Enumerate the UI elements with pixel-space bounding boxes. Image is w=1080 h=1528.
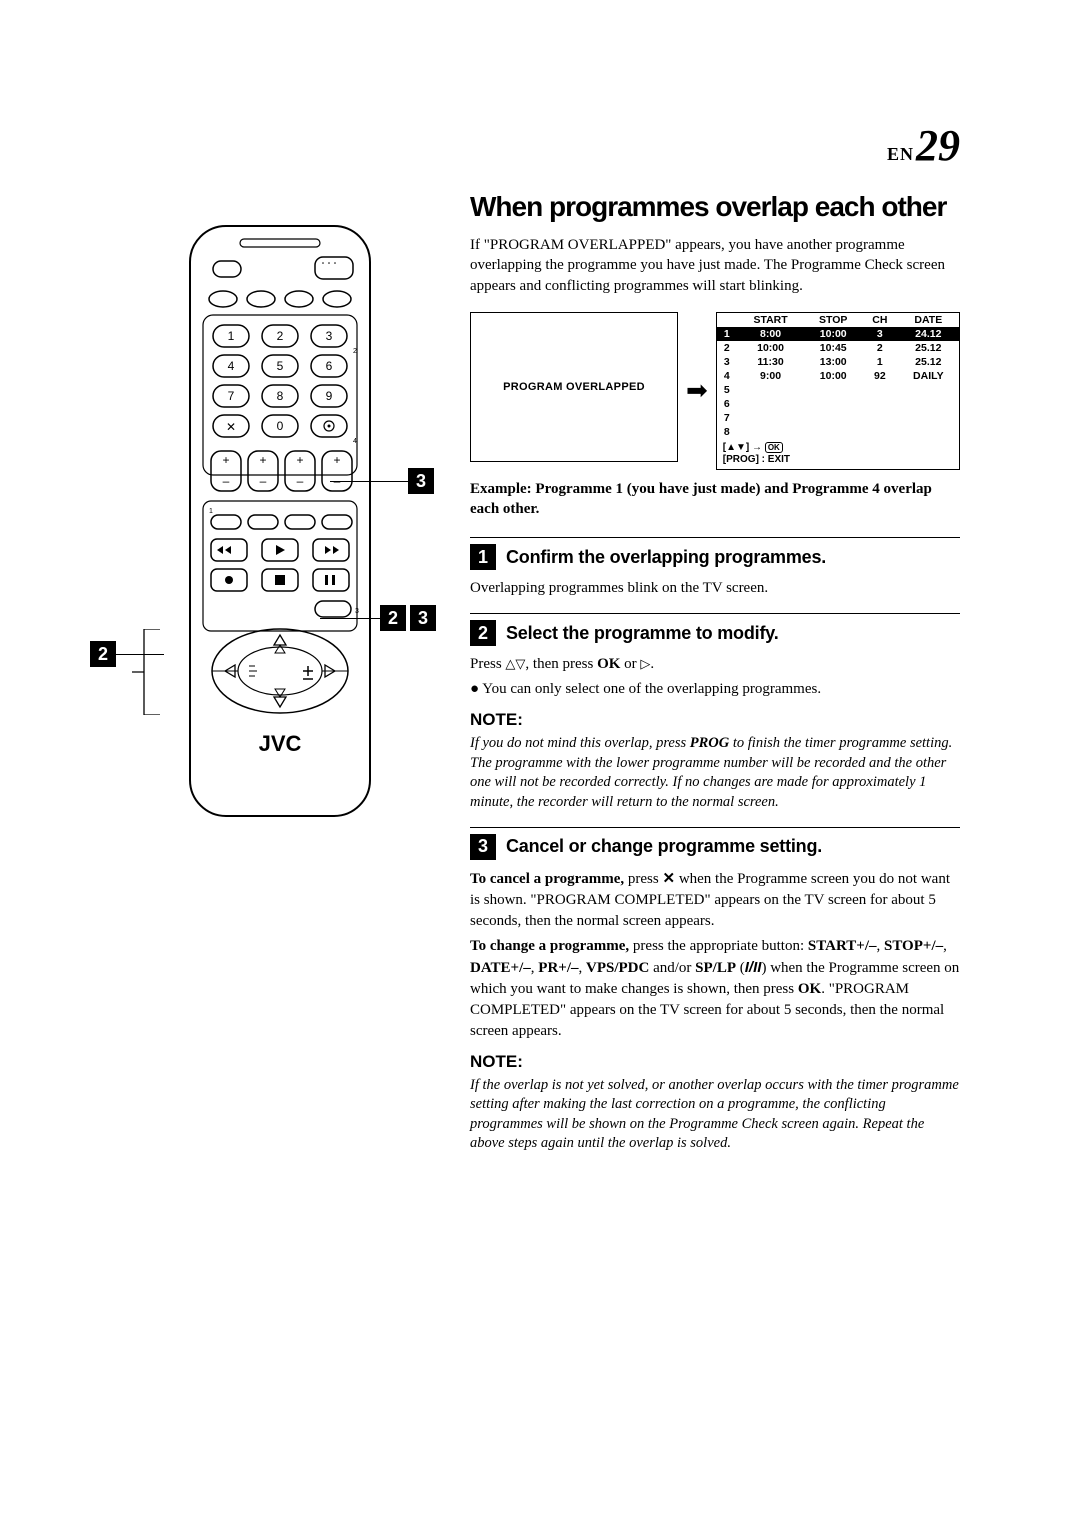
step-3: 3 Cancel or change programme setting. To… xyxy=(470,827,960,1042)
osd-row: 7 xyxy=(717,411,959,425)
osd-row: 311:3013:00125.12 xyxy=(717,355,959,369)
osd-row: 210:0010:45225.12 xyxy=(717,341,959,355)
section-title: When programmes overlap each other xyxy=(470,191,960,223)
step-2-num: 2 xyxy=(470,620,496,646)
step-1-num: 1 xyxy=(470,544,496,570)
osd-row: 18:0010:00324.12 xyxy=(717,327,959,341)
osd-left-screen: PROGRAM OVERLAPPED xyxy=(470,312,678,462)
note-1: NOTE: If you do not mind this overlap, p… xyxy=(470,710,960,812)
svg-text:8: 8 xyxy=(277,389,284,403)
example-caption: Example: Programme 1 (you have just made… xyxy=(470,480,960,519)
osd-h2: STOP xyxy=(804,313,862,327)
page-lang: EN xyxy=(887,144,914,164)
osd-h1: START xyxy=(737,313,805,327)
svg-text:4: 4 xyxy=(353,438,357,445)
remote-illustration: 1 2 3 4 5 6 7 8 9 ✕ 0 xyxy=(120,221,440,821)
osd-header-row: START STOP CH DATE xyxy=(717,313,959,327)
osd-row: 5 xyxy=(717,383,959,397)
remote-callout-2: 2 3 xyxy=(320,605,436,631)
note-2-head: NOTE: xyxy=(470,1052,960,1072)
osd-row: 49:0010:0092DAILY xyxy=(717,369,959,383)
triangle-up-icon: △ xyxy=(505,657,515,670)
svg-text:5: 5 xyxy=(277,359,284,373)
splp-icon: I/II xyxy=(745,959,762,976)
osd-h3: CH xyxy=(862,313,898,327)
page-num: 29 xyxy=(916,121,960,170)
osd-h0 xyxy=(717,313,737,327)
svg-text:2: 2 xyxy=(353,348,357,355)
callout-box-3b: 3 xyxy=(410,605,436,631)
remote-callout-1: 3 xyxy=(330,468,434,494)
svg-text:+: + xyxy=(222,453,229,467)
svg-text:9: 9 xyxy=(326,389,333,403)
step-3-body: To cancel a programme, press ✕ when the … xyxy=(470,868,960,1042)
step-2-bullet: ● You can only select one of the overlap… xyxy=(470,679,960,700)
svg-text:–: – xyxy=(297,474,304,488)
svg-text:–: – xyxy=(260,474,267,488)
step-1-rule xyxy=(470,537,960,538)
note-2: NOTE: If the overlap is not yet solved, … xyxy=(470,1052,960,1154)
osd-right-screen: START STOP CH DATE 18:0010:00324.12210:0… xyxy=(716,312,960,471)
callout-box-3a: 3 xyxy=(408,468,434,494)
note-1-body: If you do not mind this overlap, press P… xyxy=(470,734,960,812)
svg-text:✕: ✕ xyxy=(226,420,236,434)
svg-text:JVC: JVC xyxy=(259,731,302,756)
callout-box-2b: 2 xyxy=(90,641,116,667)
svg-text:1: 1 xyxy=(228,329,235,343)
osd-row: 6 xyxy=(717,397,959,411)
osd-arrow-icon: ➡ xyxy=(686,312,708,471)
step-1: 1 Confirm the overlapping programmes. Ov… xyxy=(470,537,960,599)
step-3-num: 3 xyxy=(470,834,496,860)
note-2-body: If the overlap is not yet solved, or ano… xyxy=(470,1076,960,1154)
svg-text:2: 2 xyxy=(277,329,284,343)
svg-text:0: 0 xyxy=(277,419,284,433)
content-column: When programmes overlap each other If "P… xyxy=(470,191,960,1154)
change-buttons: START+/– xyxy=(808,938,877,954)
triangle-down-icon: ▽ xyxy=(515,657,525,670)
osd-h4: DATE xyxy=(898,313,959,327)
svg-text:+: + xyxy=(296,453,303,467)
svg-text:+: + xyxy=(259,453,266,467)
step-2-press: Press △▽, then press OK or ▷. xyxy=(470,654,960,675)
ok-label: OK xyxy=(597,656,620,672)
remote-svg: 1 2 3 4 5 6 7 8 9 ✕ 0 xyxy=(165,221,395,821)
remote-column: 1 2 3 4 5 6 7 8 9 ✕ 0 xyxy=(120,191,440,1154)
osd-left-label: PROGRAM OVERLAPPED xyxy=(503,381,645,393)
step-1-title: Confirm the overlapping programmes. xyxy=(506,547,826,568)
svg-text:6: 6 xyxy=(326,359,333,373)
step-2-rule xyxy=(470,613,960,614)
osd-footer-1: [▲▼] → OK xyxy=(723,442,953,453)
svg-text:4: 4 xyxy=(228,359,235,373)
osd-table: START STOP CH DATE 18:0010:00324.12210:0… xyxy=(717,313,959,440)
page-number: EN29 xyxy=(120,120,960,171)
svg-text:+: + xyxy=(333,453,340,467)
step-3-rule xyxy=(470,827,960,828)
osd-screens: PROGRAM OVERLAPPED ➡ START STOP CH DATE xyxy=(470,312,960,471)
callout-box-2a: 2 xyxy=(380,605,406,631)
cancel-x-icon: ✕ xyxy=(662,870,675,887)
step-1-body: Overlapping programmes blink on the TV s… xyxy=(470,578,960,599)
remote-bracket-icon xyxy=(132,629,162,715)
step-2: 2 Select the programme to modify. Press … xyxy=(470,613,960,700)
step-2-title: Select the programme to modify. xyxy=(506,623,779,644)
svg-text:7: 7 xyxy=(228,389,235,403)
osd-footer: [▲▼] → OK [PROG] : EXIT xyxy=(717,439,959,469)
step-3-title: Cancel or change programme setting. xyxy=(506,836,822,857)
svg-text:1: 1 xyxy=(209,508,213,515)
intro-text: If "PROGRAM OVERLAPPED" appears, you hav… xyxy=(470,235,960,296)
svg-text:3: 3 xyxy=(326,329,333,343)
svg-text:–: – xyxy=(223,474,230,488)
osd-row: 8 xyxy=(717,425,959,439)
osd-footer-2: [PROG] : EXIT xyxy=(723,454,953,465)
note-1-head: NOTE: xyxy=(470,710,960,730)
triangle-right-icon: ▷ xyxy=(640,657,650,670)
